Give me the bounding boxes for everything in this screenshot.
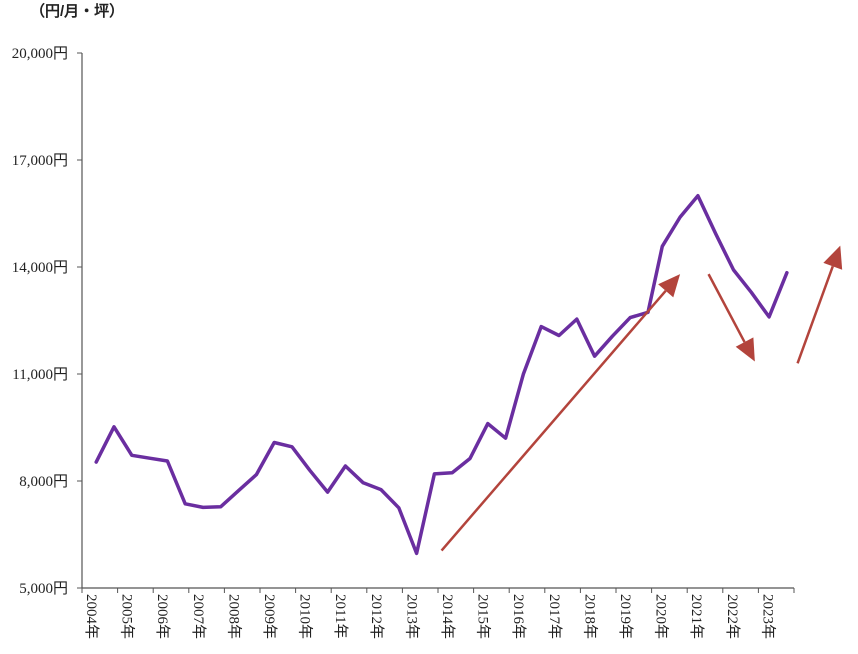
x-tick-label: 2021年 [688,594,705,639]
x-tick-label: 2005年 [119,594,136,639]
trend-arrow-shaft [440,289,667,552]
x-tick-label: 2013年 [403,594,420,639]
unit-label: （円/月・坪） [30,2,124,20]
series [94,193,789,556]
trend-arrow [440,274,681,552]
x-tick-label: 2007年 [190,594,207,639]
x-tick-label: 2009年 [261,594,278,639]
x-tick-label: 2006年 [154,594,171,639]
y-axis: 5,000円 8,000円 11,000円 14,000円 17,000円 20,000円 [12,46,83,597]
trend-arrow-head [658,274,681,298]
y-tick-label: 5,000円 [19,581,68,597]
y-tick-label: 20,000円 [12,46,68,62]
x-tick-label: 2017年 [546,594,563,639]
x-tick-label: 2016年 [510,594,527,639]
x-tick-label: 2008年 [225,594,242,639]
y-tick-label: 8,000円 [19,474,68,490]
trend-arrow-shaft [707,273,746,343]
x-axis: 2004年 2005年 2006年 2007年 2008年 2009年 2010年 2011年… [81,587,795,639]
x-tick-label: 2020年 [653,594,670,639]
series-line [94,193,789,556]
trend-arrow-shaft [796,265,834,364]
trend-arrow [796,245,843,364]
x-tick-label: 2012年 [368,594,385,639]
x-tick-label: 2023年 [759,594,776,639]
trend-arrow-head [735,337,755,362]
x-tick-label: 2010年 [297,594,314,639]
x-tick-label: 2018年 [581,594,598,639]
x-tick-label: 2011年 [332,594,349,638]
trend-arrow [707,273,755,362]
x-tick-label: 2015年 [475,594,492,639]
x-tick-label: 2004年 [83,594,100,639]
x-tick-label: 2014年 [439,594,456,639]
x-tick-label: 2019年 [617,594,634,639]
trend-arrow-head [823,245,843,270]
annotations [440,245,843,552]
y-tick-label: 14,000円 [12,260,68,276]
x-tick-label: 2022年 [724,594,741,639]
y-tick-label: 17,000円 [12,153,68,169]
y-tick-label: 11,000円 [12,367,68,383]
